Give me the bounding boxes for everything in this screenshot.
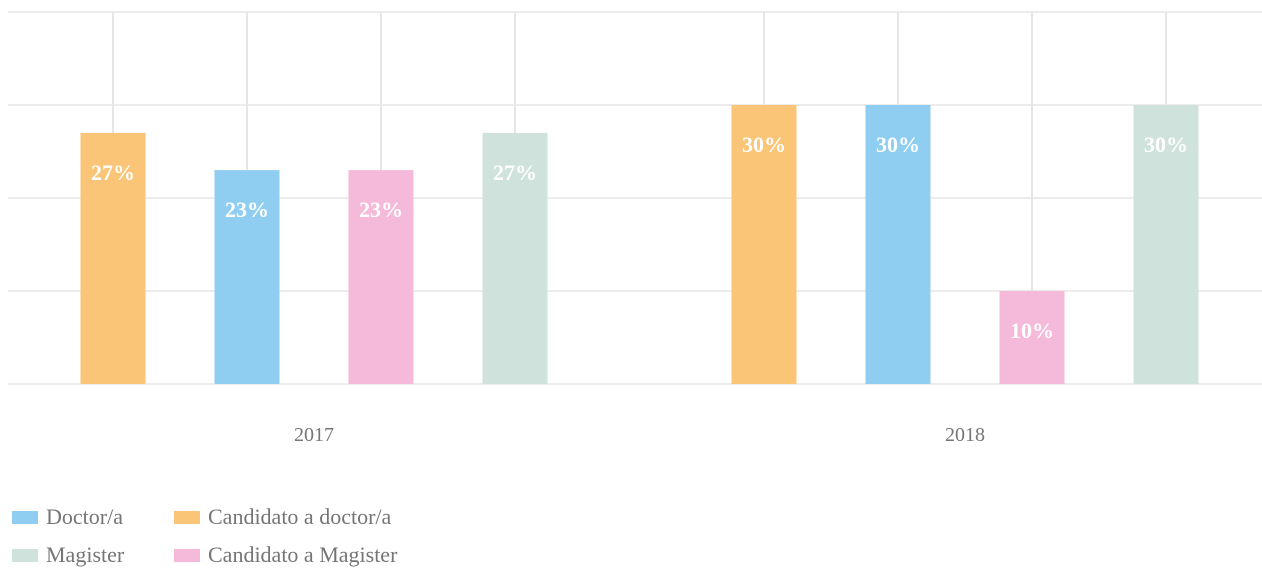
bar-chart: 27% 23% 23% 27% 30% 30% 10% 30% 2017 2018 — [8, 11, 1262, 446]
legend-label: Candidato a doctor/a — [208, 504, 392, 529]
bar — [482, 132, 548, 384]
bar — [1133, 105, 1199, 384]
legend-item-candidato-magister[interactable]: Candidato a Magister — [174, 542, 474, 568]
legend-swatch — [174, 510, 200, 524]
x-axis: 2017 2018 — [294, 424, 985, 446]
bar — [865, 105, 931, 384]
data-label: 23% — [359, 197, 403, 222]
data-label: 30% — [1144, 132, 1188, 157]
bar — [999, 291, 1065, 384]
legend-item-magister[interactable]: Magister — [12, 542, 174, 568]
data-label: 30% — [876, 132, 920, 157]
grid-lines — [8, 11, 1262, 385]
data-label: 23% — [225, 197, 269, 222]
bar — [348, 170, 414, 384]
bars — [80, 105, 1199, 384]
legend-item-doctor[interactable]: Doctor/a — [12, 504, 174, 530]
bar — [731, 105, 797, 384]
legend-label: Candidato a Magister — [208, 542, 398, 567]
data-labels: 27% 23% 23% 27% 30% 30% 10% 30% — [91, 132, 1188, 343]
data-label: 27% — [493, 160, 537, 185]
legend-swatch — [12, 510, 38, 524]
legend-label: Magister — [46, 542, 125, 567]
data-label: 10% — [1010, 318, 1054, 343]
bar — [214, 170, 280, 384]
x-tick-label: 2018 — [945, 424, 985, 446]
legend-swatch — [12, 548, 38, 562]
legend-item-candidato-doctor[interactable]: Candidato a doctor/a — [174, 504, 474, 530]
data-label: 27% — [91, 160, 135, 185]
bar — [80, 132, 146, 384]
x-tick-label: 2017 — [294, 424, 334, 446]
legend: Doctor/a Candidato a doctor/a Magister C… — [12, 504, 474, 568]
legend-label: Doctor/a — [46, 504, 123, 529]
data-label: 30% — [742, 132, 786, 157]
legend-swatch — [174, 548, 200, 562]
